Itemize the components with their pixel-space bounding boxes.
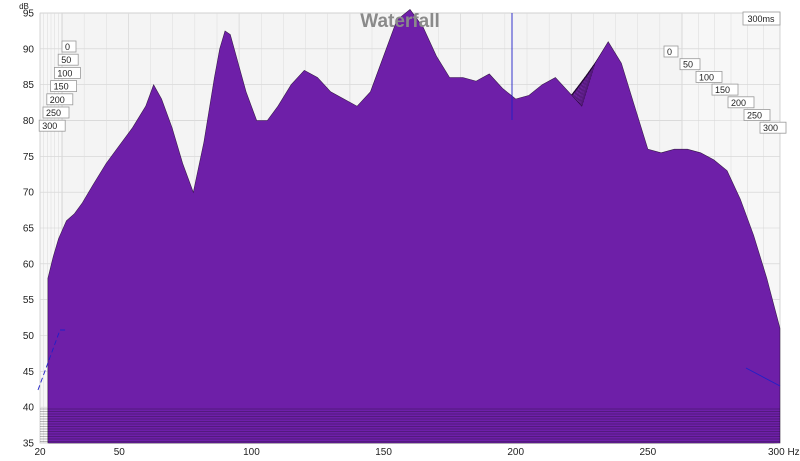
chart-title: Waterfall xyxy=(360,11,440,32)
time-tag-left-box xyxy=(46,93,74,106)
y-tick-label: 50 xyxy=(23,331,35,342)
time-tag-right-box xyxy=(743,109,771,121)
time-tag-left-box xyxy=(54,67,81,79)
time-tag-right-box xyxy=(695,71,723,83)
y-tick-label: 85 xyxy=(23,80,35,91)
time-tag-left: 50 xyxy=(61,55,71,65)
time-tag-right: 200 xyxy=(731,98,746,108)
y-tick-label: 80 xyxy=(23,116,35,127)
x-tick-label: 250 xyxy=(640,447,657,458)
time-tag-left-box xyxy=(50,80,77,92)
time-tag-right: 100 xyxy=(699,72,714,82)
time-tag-left: 200 xyxy=(50,95,65,105)
x-tick-label: 100 xyxy=(243,447,260,458)
y-tick-label: 75 xyxy=(23,152,35,163)
y-tick-label: 65 xyxy=(23,224,35,235)
time-tag-left-box xyxy=(61,40,77,53)
time-tag-left: 100 xyxy=(57,68,72,78)
time-tag-right-box xyxy=(759,121,787,134)
time-tag-right-box xyxy=(711,83,739,96)
time-tag-left: 0 xyxy=(65,42,70,52)
time-tag-left: 300 xyxy=(42,121,57,131)
time-tag-left-box xyxy=(42,106,70,119)
time-tag-right: 300 xyxy=(763,123,778,133)
time-end-label: 300ms xyxy=(747,14,775,24)
y-tick-label: 90 xyxy=(23,44,35,55)
y-tick-label: 95 xyxy=(23,9,35,20)
y-tick-label: 40 xyxy=(23,403,35,414)
time-tag-right-box xyxy=(727,96,755,109)
time-end-box xyxy=(742,11,781,26)
time-tag-left-box xyxy=(38,119,66,132)
x-tick-label: 150 xyxy=(375,447,392,458)
time-tag-right-box xyxy=(663,45,679,58)
waterfall-slices xyxy=(47,9,781,444)
time-tag-right: 0 xyxy=(667,47,672,57)
x-tick-label: 200 xyxy=(507,447,524,458)
time-tag-left: 150 xyxy=(54,82,69,92)
y-tick-label: 60 xyxy=(23,259,35,270)
time-tag-right: 50 xyxy=(683,60,693,70)
y-tick-label: 55 xyxy=(23,295,35,306)
x-tick-label: 50 xyxy=(114,447,126,458)
y-tick-label: 35 xyxy=(23,439,35,450)
y-tick-label: 45 xyxy=(23,367,35,378)
x-tick-label: 300 Hz xyxy=(768,447,800,458)
y-tick-label: 70 xyxy=(23,188,35,199)
slice-0ms xyxy=(47,9,781,444)
time-tag-right: 150 xyxy=(715,85,730,95)
time-tag-right: 250 xyxy=(747,111,762,121)
chart-overlay xyxy=(37,13,781,442)
time-tag-left-box xyxy=(57,53,79,66)
time-tag-left: 250 xyxy=(46,108,61,118)
time-tag-right-box xyxy=(679,58,701,71)
y-axis-unit: dB xyxy=(19,2,29,11)
x-tick-label: 20 xyxy=(34,447,46,458)
cursor-line-right xyxy=(745,367,781,387)
